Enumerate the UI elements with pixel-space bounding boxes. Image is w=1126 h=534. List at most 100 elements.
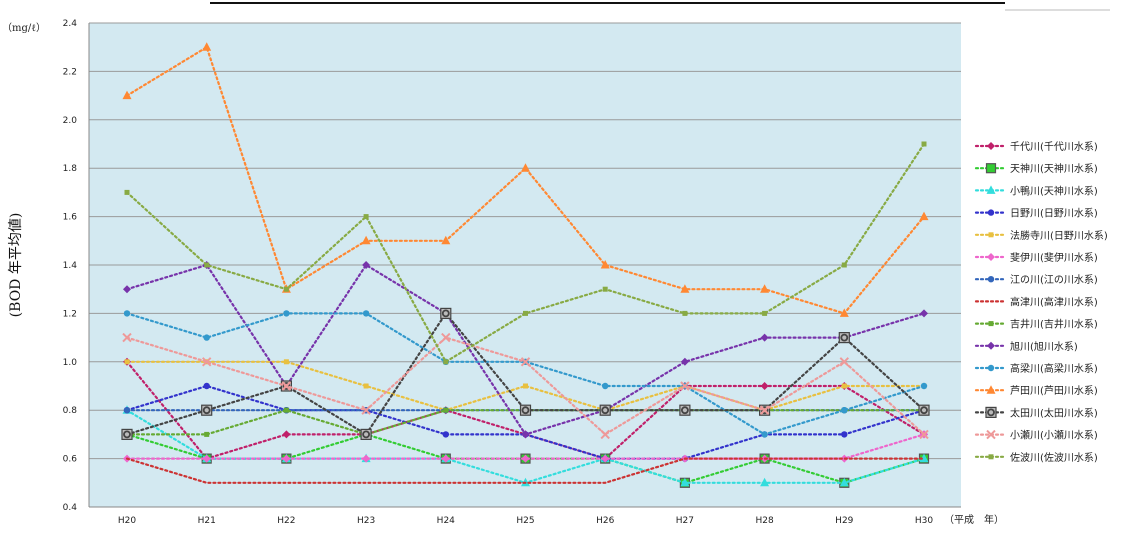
marker-ring (202, 406, 211, 415)
data-point (122, 90, 132, 100)
data-point (839, 357, 850, 367)
marker-stroke (520, 357, 531, 367)
marker-square (918, 404, 930, 416)
legend-item: 天神川(天神川水系) (974, 162, 1098, 175)
marker-ring (362, 430, 371, 439)
data-point (201, 404, 213, 416)
data-point (760, 477, 770, 487)
marker-square (599, 404, 611, 416)
data-point (919, 211, 929, 221)
series-8 (125, 457, 926, 484)
data-point (124, 189, 130, 195)
x-tick-labels: H20 H21 H22 H23 H24 H25 H26 H27 H28 H29 H30 (118, 516, 933, 526)
y-tick-label: 2.0 (63, 116, 78, 126)
legend-label: 小鴨川(天神川水系) (1010, 184, 1098, 197)
legend-item: 小鴨川(天神川水系) (974, 184, 1098, 197)
data-point (363, 383, 369, 389)
data-point (602, 382, 609, 390)
legend-marker (986, 385, 996, 394)
legend-label: 吉井川(吉井川水系) (1010, 318, 1098, 331)
data-point (204, 262, 210, 268)
legend-item: 高津川(高津川水系) (974, 295, 1098, 308)
data-point (283, 359, 289, 365)
data-point (282, 430, 291, 439)
data-point (839, 477, 849, 487)
legend-label: 斐伊川(斐伊川水系) (1010, 252, 1098, 264)
data-point (600, 260, 610, 269)
x-tick-label: H30 (915, 516, 933, 526)
marker-square (360, 428, 372, 440)
marker-stroke (600, 429, 610, 440)
marker-ring (987, 408, 995, 417)
data-point (841, 431, 848, 438)
marker-stroke (361, 405, 371, 415)
data-point (918, 404, 930, 416)
marker-square (985, 406, 997, 418)
legend-marker (987, 142, 995, 150)
marker-ring (840, 333, 849, 342)
legend-item: 高梁川(高梁川水系) (974, 362, 1098, 375)
marker-ring (601, 406, 610, 415)
data-point (121, 428, 133, 440)
data-point (202, 42, 212, 51)
data-point (123, 285, 131, 294)
series-line (125, 457, 926, 484)
legend-marker (985, 406, 997, 418)
marker-stroke (839, 357, 850, 367)
marker-stroke (986, 429, 996, 440)
x-tick-label: H27 (676, 516, 694, 526)
legend-marker (985, 163, 997, 174)
legend-item: 日野川(日野川水系) (974, 208, 1098, 220)
marker-ring (920, 406, 928, 415)
data-point (281, 381, 292, 391)
legend-item: 小瀬川(小瀬川水系) (974, 429, 1098, 442)
x-tick-label: H21 (198, 516, 216, 526)
y-tick-label: 1.8 (63, 164, 78, 174)
data-point (680, 381, 690, 391)
marker-stroke (281, 381, 292, 391)
x-tick-label: H29 (835, 516, 853, 526)
data-point (760, 333, 769, 342)
legend-item: 芦田川(芦田川水系) (974, 385, 1098, 397)
legend-marker (988, 321, 994, 327)
legend-marker (988, 232, 994, 238)
legend-label: 芦田川(芦田川水系) (1010, 385, 1098, 397)
legend-item: 法勝寺川(日野川水系) (974, 229, 1108, 242)
marker-stroke (680, 381, 690, 391)
marker-square (519, 404, 532, 416)
data-point (362, 454, 371, 463)
y-tick-label: 2.4 (63, 19, 78, 29)
marker-ring (441, 309, 450, 318)
x-tick-label: H25 (516, 516, 534, 526)
legend-item: 千代川(千代川水系) (974, 141, 1098, 153)
data-point (360, 428, 372, 440)
data-point (363, 214, 369, 220)
data-point (523, 383, 528, 389)
data-point (679, 404, 691, 416)
data-point (919, 453, 929, 463)
legend-label: 佐波川(佐波川水系) (1010, 451, 1098, 464)
data-point (124, 359, 130, 365)
marker-square (838, 332, 850, 344)
x-tick-label: H20 (118, 516, 136, 526)
series-15 (124, 141, 927, 365)
legend-label: 旭川(旭川水系) (1010, 341, 1078, 353)
data-point (203, 382, 210, 390)
series-group (121, 42, 930, 488)
legend: 千代川(千代川水系) 天神川(天神川水系) 小鴨川(天神川水系) 日野川(日野川水系)… (974, 141, 1108, 464)
data-point (599, 404, 611, 416)
legend-marker (987, 341, 995, 350)
legend-label: 太田川(太田川水系) (1010, 406, 1098, 419)
legend-label: 江の川(江の川水系) (1010, 274, 1098, 286)
y-axis-title: (BOD 年平均値) (8, 213, 24, 318)
data-point (680, 477, 690, 487)
data-point (682, 310, 688, 316)
y-tick-label: 1.6 (63, 213, 78, 223)
data-point (760, 284, 770, 293)
data-point (442, 431, 449, 438)
data-point (362, 310, 370, 317)
data-point (521, 454, 530, 463)
x-tick-label: H28 (755, 516, 773, 526)
data-point (441, 235, 451, 245)
